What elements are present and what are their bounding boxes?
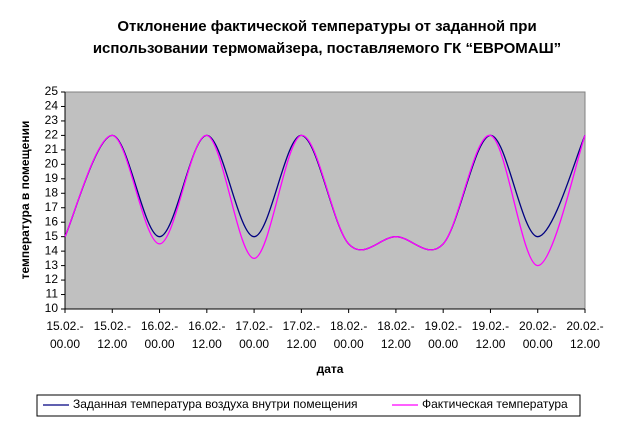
x-tick-label: 19.02.-00.00 [425, 319, 462, 351]
y-tick-label: 23 [45, 113, 59, 127]
series-line [64, 134, 586, 267]
y-tick-label: 24 [45, 99, 59, 113]
legend-label: Фактическая температура [422, 397, 568, 411]
x-tick-label: 15.02.-12.00 [94, 319, 131, 351]
y-tick-label: 19 [45, 171, 59, 185]
y-tick-label: 25 [45, 84, 59, 98]
y-tick-label: 15 [45, 229, 59, 243]
y-tick-label: 11 [46, 287, 59, 301]
chart-title: Отклонение фактической температуры от за… [117, 18, 536, 35]
y-tick-label: 16 [45, 214, 59, 228]
y-axis-title: температура в помещении [18, 121, 32, 280]
y-tick-label: 12 [45, 272, 59, 286]
x-tick-label: 19.02.-12.00 [472, 319, 509, 351]
x-axis-title: дата [317, 362, 344, 376]
y-tick-label: 21 [45, 142, 59, 156]
chart-title: использовании термомайзера, поставляемог… [93, 40, 561, 57]
x-tick-label: 17.02.-12.00 [283, 319, 320, 351]
x-tick-label: 20.02.-00.00 [519, 319, 556, 351]
legend-label: Заданная температура воздуха внутри поме… [73, 397, 358, 411]
x-tick-label: 15.02.-00.00 [46, 319, 83, 351]
x-tick-label: 17.02.-00.00 [235, 319, 272, 351]
x-tick-label: 16.02.-00.00 [141, 319, 178, 351]
x-tick-label: 18.02.-12.00 [377, 319, 414, 351]
x-tick-label: 20.02.-12.00 [566, 319, 603, 351]
legend-box [36, 394, 581, 417]
x-tick-label: 18.02.-00.00 [330, 319, 367, 351]
y-tick-label: 22 [45, 128, 59, 142]
y-tick-label: 14 [45, 243, 59, 257]
plot-area [64, 91, 586, 310]
x-tick-label: 16.02.-12.00 [188, 319, 225, 351]
y-tick-label: 13 [45, 258, 59, 272]
y-tick-label: 10 [45, 301, 59, 315]
y-tick-label: 17 [45, 200, 59, 214]
y-tick-label: 20 [45, 157, 59, 171]
y-tick-label: 18 [45, 185, 59, 199]
